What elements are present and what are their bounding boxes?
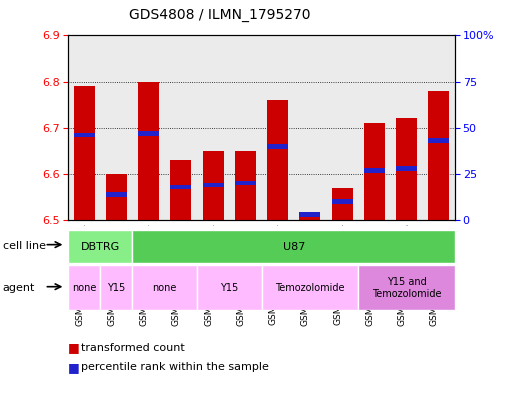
- Text: GSM1062694: GSM1062694: [269, 265, 278, 325]
- Text: GSM1062690: GSM1062690: [204, 265, 213, 326]
- Text: U87: U87: [282, 242, 305, 252]
- Text: GSM1062688: GSM1062688: [140, 265, 149, 326]
- Bar: [68, 230, 100, 263]
- Bar: [332, 188, 353, 220]
- Bar: [262, 265, 358, 310]
- Bar: [202, 151, 224, 220]
- Bar: [428, 91, 449, 220]
- Bar: [197, 265, 262, 310]
- Bar: [364, 123, 385, 220]
- Text: ■: ■: [68, 361, 79, 374]
- Bar: [235, 181, 256, 185]
- Bar: [100, 230, 132, 263]
- Bar: [138, 131, 159, 136]
- Text: GSM1062697: GSM1062697: [430, 265, 439, 326]
- Bar: [326, 230, 358, 263]
- Bar: [132, 230, 455, 263]
- Bar: [170, 160, 191, 220]
- Bar: [197, 230, 229, 263]
- Text: Y15: Y15: [107, 283, 126, 293]
- Text: agent: agent: [3, 283, 35, 293]
- Bar: [106, 174, 127, 220]
- Text: Y15: Y15: [220, 283, 238, 293]
- Bar: [74, 133, 95, 138]
- Text: percentile rank within the sample: percentile rank within the sample: [81, 362, 269, 373]
- Text: GSM1062693: GSM1062693: [366, 265, 374, 326]
- Bar: [132, 265, 197, 310]
- Bar: [267, 144, 288, 149]
- Bar: [170, 185, 191, 189]
- Text: Temozolomide: Temozolomide: [275, 283, 345, 293]
- Text: GDS4808 / ILMN_1795270: GDS4808 / ILMN_1795270: [129, 7, 311, 22]
- Text: DBTRG: DBTRG: [81, 242, 120, 252]
- Bar: [396, 166, 417, 171]
- Bar: [100, 265, 132, 310]
- Bar: [132, 230, 165, 263]
- Text: GSM1062691: GSM1062691: [236, 265, 245, 326]
- Bar: [229, 230, 262, 263]
- Text: none: none: [72, 283, 96, 293]
- Text: transformed count: transformed count: [81, 343, 185, 353]
- Text: GSM1062689: GSM1062689: [172, 265, 181, 326]
- Text: ■: ■: [68, 341, 79, 354]
- Bar: [68, 230, 132, 263]
- Text: GSM1062696: GSM1062696: [397, 265, 407, 326]
- Bar: [262, 230, 294, 263]
- Text: GSM1062687: GSM1062687: [107, 265, 116, 326]
- Text: GSM1062686: GSM1062686: [75, 265, 84, 326]
- Bar: [332, 199, 353, 204]
- Text: GSM1062695: GSM1062695: [301, 265, 310, 326]
- Bar: [299, 213, 321, 220]
- Bar: [423, 230, 455, 263]
- Bar: [358, 265, 455, 310]
- Bar: [138, 82, 159, 220]
- Bar: [364, 168, 385, 173]
- Text: Y15 and
Temozolomide: Y15 and Temozolomide: [372, 277, 441, 299]
- Bar: [106, 192, 127, 196]
- Bar: [428, 138, 449, 143]
- Bar: [267, 100, 288, 220]
- Bar: [235, 151, 256, 220]
- Bar: [299, 212, 321, 217]
- Text: GSM1062692: GSM1062692: [333, 265, 342, 325]
- Bar: [74, 86, 95, 220]
- Bar: [68, 265, 100, 310]
- Bar: [358, 230, 391, 263]
- Bar: [391, 230, 423, 263]
- Text: cell line: cell line: [3, 241, 46, 251]
- Bar: [294, 230, 326, 263]
- Text: none: none: [153, 283, 177, 293]
- Bar: [202, 183, 224, 187]
- Bar: [396, 119, 417, 220]
- Bar: [165, 230, 197, 263]
